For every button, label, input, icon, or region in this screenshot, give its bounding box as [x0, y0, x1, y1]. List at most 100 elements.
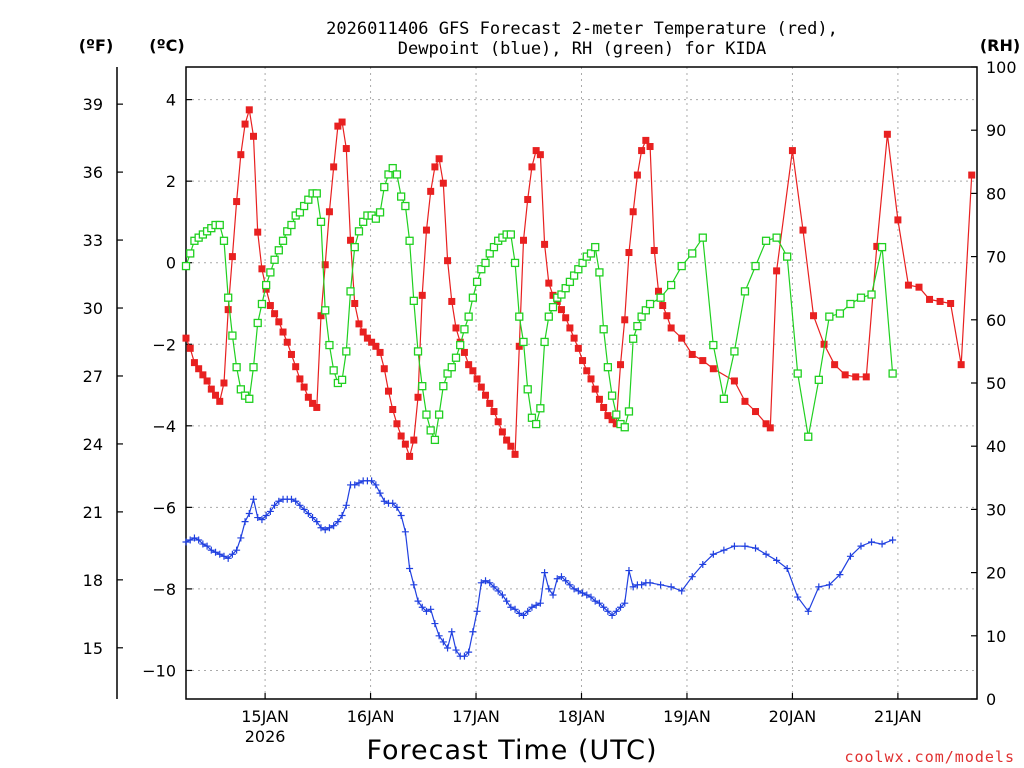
dewpoint-point [439, 638, 447, 646]
temperature-point [926, 295, 934, 303]
rh-tick-label: 70 [986, 248, 1006, 267]
temperature-point [410, 436, 418, 444]
rh-point [447, 363, 456, 372]
rh-point [283, 227, 292, 236]
dewpoint-point [186, 536, 194, 544]
dewpoint-point [612, 607, 620, 615]
rh-point [772, 233, 781, 242]
temperature-point [207, 385, 215, 393]
temperature-point [519, 236, 527, 244]
rh-point [477, 265, 486, 274]
dewpoint-point [515, 609, 523, 617]
dewpoint-point [224, 554, 232, 562]
rh-point [287, 220, 296, 230]
temperature-point [904, 281, 912, 289]
credit-text: coolwx.com/models [844, 748, 1015, 766]
rh-point [574, 265, 583, 274]
rh-point [257, 299, 267, 309]
temperature-point [557, 306, 565, 314]
temperature-point [788, 147, 796, 155]
dewpoint-point [587, 593, 595, 601]
temperature-point [659, 302, 667, 310]
rh-point [422, 410, 431, 419]
dewpoint-point [325, 524, 333, 532]
temperature-point [279, 328, 287, 336]
x-tick-sublabel: 2026 [245, 727, 286, 746]
rh-point [354, 227, 364, 236]
dewpoint-point [414, 597, 422, 605]
rh-point [629, 334, 638, 343]
dewpoint-point [536, 599, 544, 607]
dewpoint-point [532, 601, 540, 609]
temperature-point [182, 334, 190, 342]
dewpoint-point [190, 534, 198, 542]
rh-tick-label: 20 [986, 564, 1006, 583]
rh-point [867, 290, 876, 299]
rh-point [510, 258, 520, 268]
temperature-point [570, 334, 578, 342]
temperature-point [799, 226, 807, 234]
rh-point [434, 410, 444, 419]
rh-point [506, 230, 515, 239]
temperature-point [482, 391, 490, 399]
temperature-point [667, 324, 675, 332]
temperature-point [195, 365, 203, 373]
dewpoint-point [600, 603, 608, 611]
fahrenheit-tick-label: 15 [83, 639, 103, 658]
dewpoint-point [203, 542, 211, 550]
temperature-point [393, 420, 401, 428]
dewpoint-point [825, 581, 833, 589]
rh-tick-label: 0 [986, 690, 996, 709]
temperature-point [646, 143, 654, 151]
dewpoint-point [355, 479, 363, 487]
fahrenheit-tick-label: 21 [83, 503, 103, 522]
rh-point [460, 325, 469, 334]
dewpoint-point [338, 512, 346, 520]
dewpoint-point [482, 577, 490, 585]
dewpoint-point [794, 593, 802, 601]
rh-tick-label: 80 [986, 184, 1006, 203]
temperature-point [862, 373, 870, 381]
rh-point [793, 369, 802, 378]
fahrenheit-tick-label: 18 [83, 571, 103, 590]
temperature-point [376, 348, 384, 356]
rh-point [253, 318, 262, 328]
rh-point [304, 195, 313, 204]
temperature-point [203, 377, 211, 385]
dewpoint-point [583, 591, 591, 599]
rh-point [814, 375, 823, 384]
dewpoint-point [372, 481, 380, 489]
rh-point [557, 290, 566, 299]
temperature-point [915, 283, 923, 291]
rh-point [224, 293, 233, 302]
dewpoint-point [296, 501, 304, 509]
dewpoint-point [617, 603, 625, 611]
rh-point [215, 220, 224, 230]
dewpoint-point [249, 495, 257, 503]
temperature-point [216, 397, 224, 405]
rh-point [392, 170, 402, 179]
dewpoint-point [678, 587, 686, 595]
temperature-point [600, 403, 608, 411]
temperature-point [199, 371, 207, 379]
dewpoint-point [368, 477, 376, 485]
temperature-point [233, 198, 241, 206]
rh-tick-label: 100 [986, 58, 1017, 77]
dewpoint-point [300, 505, 308, 513]
dewpoint-point [216, 550, 224, 558]
temperature-point [579, 357, 587, 365]
dewpoint-point [762, 550, 770, 558]
rh-point [783, 252, 792, 261]
rh-point [451, 353, 461, 362]
celsius-unit-label: (ºC) [149, 36, 184, 55]
rh-point [481, 258, 490, 268]
rh-point [456, 340, 465, 350]
grid-lines [186, 67, 977, 699]
rh-tick-label: 30 [986, 500, 1006, 519]
temperature-point [699, 357, 707, 365]
temperature-point [936, 297, 944, 305]
temperature-point [292, 363, 300, 371]
fahrenheit-tick-label: 27 [83, 367, 103, 386]
temperature-point [549, 291, 557, 299]
rh-point [439, 382, 448, 391]
